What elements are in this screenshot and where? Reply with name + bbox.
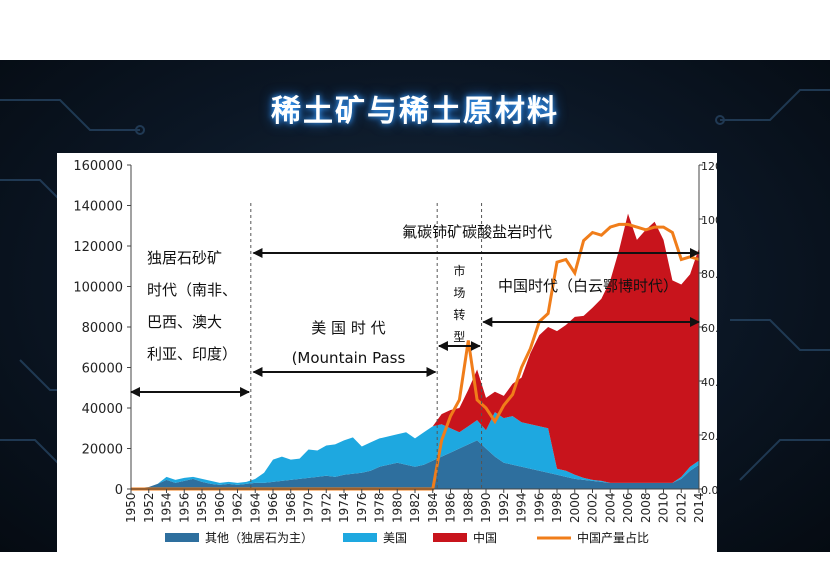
annotation-monazite-2: 时代（南非、 — [147, 281, 237, 299]
x-tick-label: 2006 — [621, 492, 635, 523]
y-tick-label: 20000 — [82, 443, 123, 458]
x-tick-label: 1978 — [373, 492, 387, 523]
x-tick-label: 1980 — [390, 492, 404, 523]
x-tick-label: 2008 — [639, 492, 653, 523]
x-tick-label: 1950 — [124, 492, 138, 523]
legend-swatch-2 — [433, 533, 467, 542]
x-tick-label: 1956 — [177, 492, 191, 523]
x-tick-label: 1962 — [231, 492, 245, 523]
legend-swatch-1 — [343, 533, 377, 542]
x-tick-label: 2004 — [603, 492, 617, 523]
x-tick-label: 1992 — [497, 492, 511, 523]
x-tick-label: 1966 — [266, 492, 280, 523]
x-tick-label: 1982 — [408, 492, 422, 523]
x-tick-label: 1970 — [302, 492, 316, 523]
area-series-2 — [131, 213, 699, 489]
x-tick-label: 1974 — [337, 492, 351, 523]
x-tick-label: 1986 — [444, 492, 458, 523]
slide-title: 稀土矿与稀土原材料 — [271, 94, 559, 129]
x-tick-label: 1958 — [195, 492, 209, 523]
legend-label-1: 美国 — [383, 531, 407, 545]
x-tick-label: 1954 — [160, 492, 174, 523]
chart-panel: 0 20000 40000 60000 80000 100000 120000 140000 1… — [57, 153, 743, 552]
slide-background: 稀土矿与稀土原材料 0 20000 40000 60000 80000 100000 120… — [0, 60, 830, 552]
annotation-market-1: 市 — [453, 263, 465, 278]
annotation-monazite-4: 利亚、印度） — [147, 345, 237, 363]
x-tick-label: 1998 — [550, 492, 564, 523]
y-tick-label: 80000 — [82, 321, 123, 336]
x-tick-label: 2010 — [657, 492, 671, 523]
x-tick-label: 2014 — [692, 492, 706, 523]
annotation-market-2: 场 — [453, 286, 465, 300]
annotation-bastnaesite-era: 氟碳铈矿碳酸盐岩时代 — [402, 223, 552, 241]
annotation-market-3: 转 — [453, 307, 465, 322]
y-tick-label: 160000 — [73, 159, 123, 174]
x-tick-label: 2000 — [568, 492, 582, 523]
chart: 0 20000 40000 60000 80000 100000 120000 140000 1… — [73, 159, 743, 545]
legend-label-0: 其他（独居石为主） — [205, 531, 313, 545]
y2-tick-label: 20.0% — [701, 430, 717, 443]
y-tick-label: 40000 — [82, 402, 123, 417]
legend-swatch-0 — [165, 533, 199, 542]
annotation-mountain-pass: (Mountain Pass — [292, 349, 406, 367]
y-tick-label: 60000 — [82, 362, 123, 377]
y2-tick-label: 100.0% — [701, 214, 717, 227]
x-tick-label: 1984 — [426, 492, 440, 523]
annotation-monazite-1: 独居石砂矿 — [147, 249, 222, 267]
area-series-1 — [131, 412, 699, 489]
annotation-market-4: 型 — [453, 330, 465, 344]
y-tick-label: 100000 — [73, 281, 123, 296]
annotation-us-era: 美 国 时 代 — [311, 319, 385, 337]
area-series-0 — [131, 440, 699, 489]
x-tick-label: 2002 — [586, 492, 600, 523]
x-tick-label: 1990 — [479, 492, 493, 523]
x-tick-label: 1952 — [142, 492, 156, 523]
x-tick-label: 1968 — [284, 492, 298, 523]
legend-label-2: 中国 — [473, 530, 497, 545]
x-tick-label: 1964 — [248, 492, 262, 523]
y-tick-label: 120000 — [73, 240, 123, 255]
x-tick-label: 1972 — [319, 492, 333, 523]
x-tick-label: 1960 — [213, 492, 227, 523]
annotation-monazite-3: 巴西、澳大 — [147, 313, 222, 331]
x-tick-label: 1996 — [532, 492, 546, 523]
y2-tick-label: 80.0% — [701, 268, 717, 281]
y2-tick-label: 40.0% — [701, 376, 717, 389]
x-tick-label: 1988 — [461, 492, 475, 523]
y2-tick-label: 120.0% — [701, 160, 717, 173]
annotation-china-era: 中国时代（白云鄂博时代） — [498, 277, 678, 295]
x-tick-label: 2012 — [674, 492, 688, 523]
y-tick-label: 140000 — [73, 200, 123, 215]
y-tick-label: 0 — [115, 483, 123, 498]
legend-label-3: 中国产量占比 — [577, 530, 649, 545]
x-tick-label: 1976 — [355, 492, 369, 523]
y2-tick-label: 60.0% — [701, 322, 717, 335]
x-tick-label: 1994 — [515, 492, 529, 523]
